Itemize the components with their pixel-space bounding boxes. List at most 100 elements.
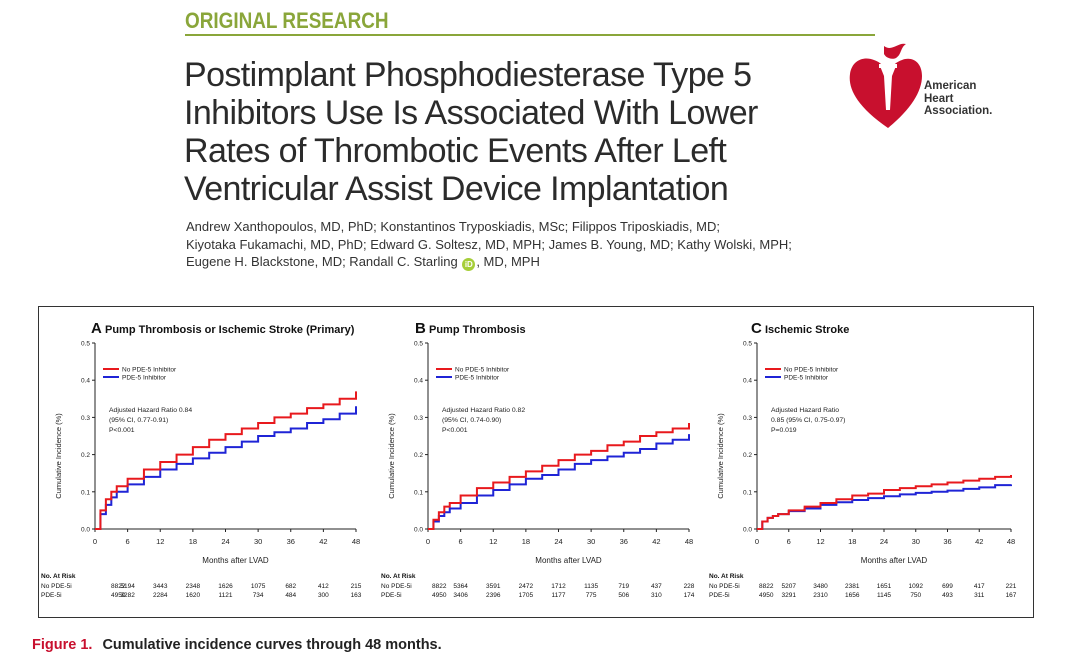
at-risk-value: 311: [974, 592, 985, 599]
section-rule: [185, 34, 875, 36]
at-risk-value: 174: [684, 592, 695, 599]
x-tick-label: 12: [156, 537, 164, 546]
at-risk-value: 493: [942, 592, 953, 599]
at-risk-value: 4950: [432, 592, 447, 599]
at-risk-value: 699: [942, 583, 953, 590]
logo-text-line: Association.: [924, 105, 993, 117]
hazard-ratio-annotation: Adjusted Hazard Ratio: [771, 407, 839, 414]
legend-label: No PDE-5 Inhibitor: [455, 367, 510, 374]
y-tick-label: 0.3: [743, 415, 752, 422]
at-risk-value: 775: [586, 592, 597, 599]
orcid-icon[interactable]: iD: [462, 258, 476, 271]
x-tick-label: 18: [848, 537, 856, 546]
y-tick-label: 0.4: [414, 378, 423, 385]
series-line-pde5-inhibitor: [95, 406, 357, 530]
y-tick-label: 0.0: [743, 527, 752, 534]
at-risk-value: 2396: [486, 592, 501, 599]
panel-letter: B: [415, 320, 426, 337]
at-risk-value: 2472: [519, 583, 534, 590]
hazard-ratio-annotation: (95% CI, 0.77-0.91): [109, 417, 168, 424]
at-risk-value: 750: [910, 592, 921, 599]
author-line: Kiyotaka Fukamachi, MD, PhD; Edward G. S…: [186, 236, 792, 252]
series-line-no-pde5-inhibitor: [95, 391, 357, 530]
figure-frame: A Pump Thrombosis or Ischemic Stroke (Pri…: [38, 306, 1034, 618]
y-tick-label: 0.5: [81, 341, 90, 348]
at-risk-row-label: PDE-5i: [41, 592, 62, 599]
y-tick-label: 0.5: [743, 341, 752, 348]
aha-logo: [849, 43, 922, 128]
at-risk-value: 2348: [186, 583, 201, 590]
x-tick-label: 42: [319, 537, 327, 546]
at-risk-value: 8822: [432, 583, 447, 590]
x-tick-label: 12: [816, 537, 824, 546]
at-risk-value: 437: [651, 583, 662, 590]
x-tick-label: 48: [1007, 537, 1015, 546]
figure-number: Figure 1.: [32, 637, 93, 653]
figure-caption: Figure 1. Cumulative incidence curves thr…: [32, 637, 442, 653]
y-axis-label: Cumulative Incidence (%): [54, 413, 63, 499]
x-tick-label: 0: [755, 537, 759, 546]
x-axis-label: Months after LVAD: [535, 556, 602, 565]
at-risk-value: 1121: [219, 592, 233, 599]
at-risk-value: 3480: [813, 583, 828, 590]
at-risk-value: 2381: [845, 583, 860, 590]
section-label: ORIGINAL RESEARCH: [185, 8, 389, 33]
at-risk-heading: No. At Risk: [381, 573, 416, 580]
at-risk-value: 719: [618, 583, 629, 590]
x-tick-label: 6: [787, 537, 791, 546]
x-tick-label: 24: [221, 537, 229, 546]
legend-label: PDE-5 Inhibitor: [122, 375, 167, 382]
series-line-no-pde5-inhibitor: [428, 422, 690, 530]
at-risk-value: 215: [351, 583, 362, 590]
y-tick-label: 0.1: [414, 489, 423, 496]
at-risk-heading: No. At Risk: [41, 573, 76, 580]
at-risk-value: 417: [974, 583, 985, 590]
x-tick-label: 30: [912, 537, 920, 546]
at-risk-value: 3291: [782, 592, 797, 599]
at-risk-value: 163: [351, 592, 362, 599]
at-risk-value: 682: [285, 583, 296, 590]
panel-title: Pump Thrombosis or Ischemic Stroke (Prim…: [105, 324, 355, 336]
x-tick-label: 6: [459, 537, 463, 546]
torch-body: [880, 66, 896, 110]
author-text: , MD, MPH: [476, 254, 540, 269]
at-risk-value: 1626: [218, 583, 233, 590]
legend-label: No PDE-5 Inhibitor: [122, 367, 177, 374]
x-tick-label: 36: [620, 537, 628, 546]
at-risk-value: 5364: [453, 583, 468, 590]
at-risk-value: 1656: [845, 592, 860, 599]
x-axis-label: Months after LVAD: [861, 556, 928, 565]
hazard-ratio-annotation: P=0.019: [771, 427, 797, 434]
x-tick-label: 6: [126, 537, 130, 546]
x-axis-label: Months after LVAD: [202, 556, 269, 565]
legend-label: PDE-5 Inhibitor: [784, 375, 829, 382]
author-line: Andrew Xanthopoulos, MD, PhD; Konstantin…: [186, 219, 720, 234]
title-line: Ventricular Assist Device Implantation: [184, 170, 729, 208]
at-risk-value: 506: [618, 592, 629, 599]
hazard-ratio-annotation: Adjusted Hazard Ratio 0.84: [109, 407, 192, 414]
series-line-no-pde5-inhibitor: [757, 475, 1012, 530]
x-tick-label: 12: [489, 537, 497, 546]
x-tick-label: 24: [880, 537, 888, 546]
series-line-pde5-inhibitor: [428, 434, 690, 530]
y-tick-label: 0.4: [743, 378, 752, 385]
x-tick-label: 36: [287, 537, 295, 546]
panel-title: Pump Thrombosis: [429, 324, 526, 336]
torch-band: [879, 64, 897, 68]
at-risk-value: 167: [1006, 592, 1017, 599]
at-risk-value: 300: [318, 592, 329, 599]
at-risk-value: 3443: [153, 583, 168, 590]
at-risk-value: 3591: [486, 583, 501, 590]
at-risk-value: 1135: [584, 583, 598, 590]
x-tick-label: 42: [975, 537, 983, 546]
at-risk-value: 4950: [111, 592, 126, 599]
author-list: Andrew Xanthopoulos, MD, PhD; Konstantin…: [186, 218, 866, 271]
x-tick-label: 30: [587, 537, 595, 546]
at-risk-value: 4950: [759, 592, 774, 599]
y-tick-label: 0.2: [414, 452, 423, 459]
hazard-ratio-annotation: 0.85 (95% CI, 0.75-0.97): [771, 417, 845, 424]
x-tick-label: 0: [426, 537, 430, 546]
y-tick-label: 0.3: [81, 415, 90, 422]
y-tick-label: 0.4: [81, 378, 90, 385]
at-risk-value: 1177: [552, 592, 566, 599]
